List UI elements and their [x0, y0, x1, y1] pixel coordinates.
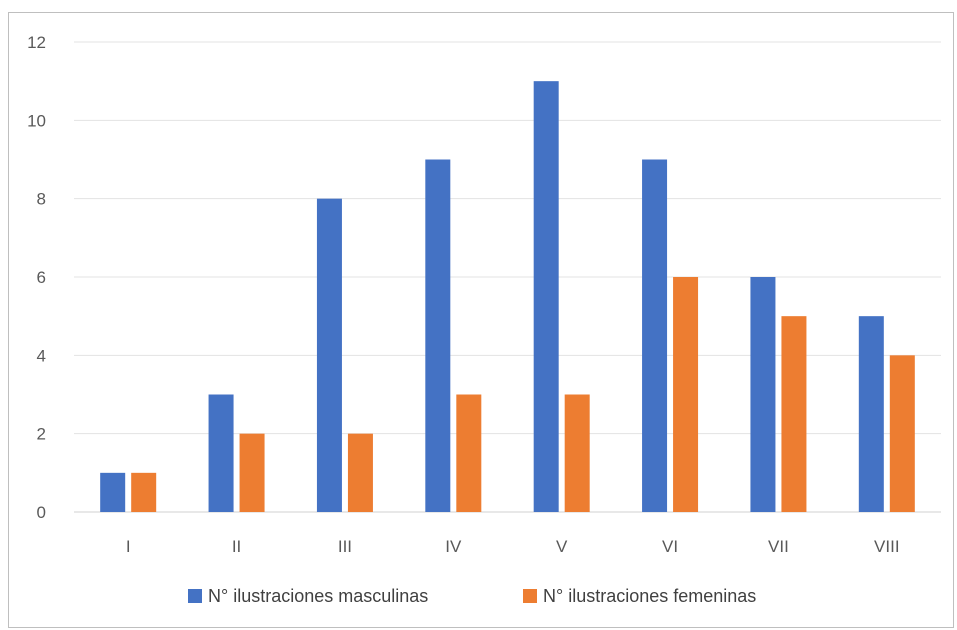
bar-femeninas — [564, 394, 590, 512]
x-tick-label: VIII — [874, 537, 900, 556]
bar-femeninas — [239, 433, 265, 512]
bar-masculinas — [316, 198, 342, 512]
x-tick-label: VII — [768, 537, 789, 556]
y-tick-label: 8 — [37, 190, 46, 209]
bar-masculinas — [750, 277, 776, 512]
legend-swatch — [523, 589, 537, 603]
x-tick-label: III — [338, 537, 352, 556]
bar-masculinas — [208, 394, 234, 512]
bars — [100, 81, 915, 513]
y-tick-label: 2 — [37, 425, 46, 444]
legend-label: N° ilustraciones masculinas — [208, 586, 428, 606]
bar-femeninas — [889, 355, 915, 512]
bar-masculinas — [100, 472, 126, 512]
bar-femeninas — [131, 472, 157, 512]
bar-femeninas — [347, 433, 373, 512]
y-tick-label: 6 — [37, 268, 46, 287]
y-tick-label: 12 — [27, 33, 46, 52]
bar-masculinas — [425, 159, 451, 512]
bar-masculinas — [533, 81, 559, 513]
x-tick-label: IV — [445, 537, 462, 556]
x-tick-label: V — [556, 537, 568, 556]
bar-masculinas — [642, 159, 668, 512]
bar-femeninas — [781, 316, 807, 512]
bar-femeninas — [456, 394, 482, 512]
bar-femeninas — [673, 277, 699, 512]
legend: N° ilustraciones masculinas N° ilustracio… — [188, 586, 756, 606]
x-tick-label: I — [126, 537, 131, 556]
y-axis-ticks: 0 2 4 6 8 10 12 — [27, 33, 46, 522]
x-axis-ticks: I II III IV V VI VII VIII — [126, 537, 900, 556]
x-tick-label: VI — [662, 537, 678, 556]
bar-masculinas — [858, 316, 884, 512]
legend-label: N° ilustraciones femeninas — [543, 586, 756, 606]
legend-swatch — [188, 589, 202, 603]
x-tick-label: II — [232, 537, 241, 556]
y-tick-label: 10 — [27, 111, 46, 130]
y-tick-label: 0 — [37, 503, 46, 522]
gridlines — [74, 41, 941, 513]
y-tick-label: 4 — [37, 346, 46, 365]
